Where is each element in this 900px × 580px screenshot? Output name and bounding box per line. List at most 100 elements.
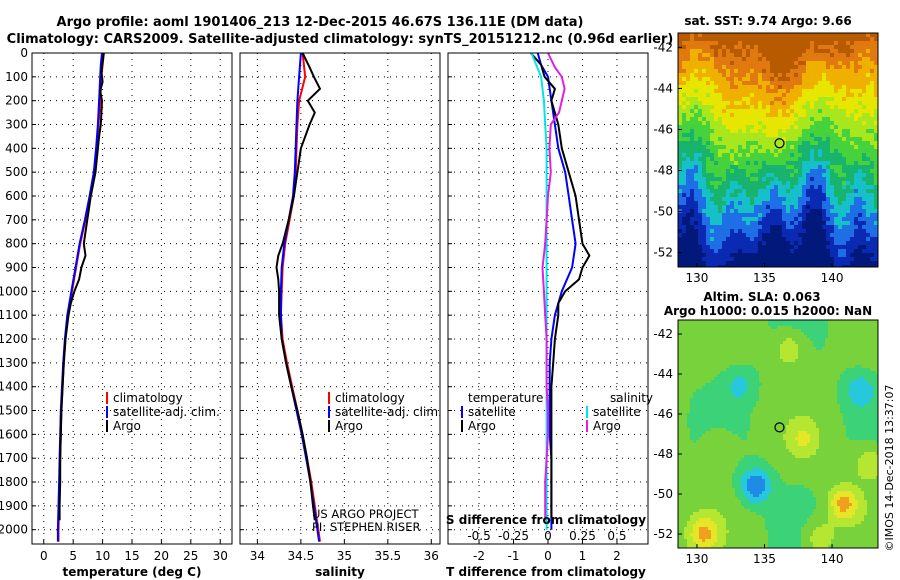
heatmap-cell [810,189,815,194]
heatmap-cell [770,217,775,222]
heatmap-cell [777,389,781,393]
heatmap-cell [754,261,759,266]
heatmap-cell [854,241,859,246]
heatmap-cell [718,85,723,90]
heatmap-cell [682,113,687,118]
heatmap-cell [754,221,759,226]
heatmap-cell [723,341,727,345]
heatmap-cell [794,153,799,158]
heatmap-cell [830,145,835,150]
heatmap-cell [842,129,847,134]
heatmap-cell [768,392,772,396]
heatmap-cell [834,368,838,372]
heatmap-cell [722,233,727,238]
heatmap-cell [738,356,742,360]
heatmap-cell [678,347,682,351]
heatmap-cell [774,221,779,226]
sst-map-title: sat. SST: 9.74 Argo: 9.66 [684,14,851,28]
heatmap-cell [807,356,811,360]
heatmap-cell [682,229,687,234]
heatmap-cell [840,329,844,333]
heatmap-cell [828,350,832,354]
heatmap-cell [778,165,783,170]
heatmap-cell [852,326,856,330]
heatmap-cell [866,173,871,178]
heatmap-cell [702,353,706,357]
heatmap-cell [867,389,871,393]
heatmap-cell [838,125,843,130]
heatmap-cell [790,161,795,166]
heatmap-cell [810,65,815,70]
heatmap-cell [786,344,790,348]
heatmap-cell [804,335,808,339]
heatmap-cell [816,341,820,345]
heatmap-cell [698,265,703,267]
heatmap-cell [722,85,727,90]
heatmap-cell [801,359,805,363]
heatmap-cell [738,341,742,345]
heatmap-cell [702,209,707,214]
heatmap-cell [830,105,835,110]
heatmap-cell [742,37,747,42]
heatmap-cell [750,265,755,267]
heatmap-cell [782,209,787,214]
heatmap-cell [690,253,695,258]
heatmap-cell [834,329,838,333]
heatmap-cell [846,217,851,222]
heatmap-cell [858,392,862,396]
heatmap-cell [792,392,796,396]
heatmap-cell [866,169,871,174]
heatmap-cell [806,249,811,254]
heatmap-cell [876,347,878,351]
heatmap-cell [723,356,727,360]
heatmap-cell [690,149,695,154]
heatmap-cell [802,193,807,198]
heatmap-cell [758,177,763,182]
heatmap-cell [726,377,730,381]
heatmap-cell [687,356,691,360]
heatmap-cell [750,359,754,363]
heatmap-cell [842,225,847,230]
heatmap-cell [708,347,712,351]
heatmap-cell [696,383,700,387]
heatmap-cell [710,109,715,114]
legend-label-argo: Argo [335,419,363,433]
heatmap-cell [771,320,775,324]
heatmap-cell [849,344,853,348]
heatmap-cell [822,347,826,351]
heatmap-cell [729,338,733,342]
heatmap-cell [723,368,727,372]
heatmap-cell [806,37,811,42]
heatmap-cell [870,193,875,198]
heatmap-cell [706,125,711,130]
heatmap-cell [766,261,771,266]
heatmap-cell [789,374,793,378]
heatmap-cell [852,368,856,372]
heatmap-cell [738,377,742,381]
heatmap-cell [710,33,715,38]
heatmap-cell [762,181,767,186]
heatmap-cell [782,37,787,42]
credit-pi: PI: STEPHEN RISER [312,520,421,534]
heatmap-cell [702,137,707,142]
heatmap-cell [802,237,807,242]
heatmap-cell [694,161,699,166]
heatmap-cell [867,386,871,390]
heatmap-cell [690,201,695,206]
heatmap-cell [768,395,772,399]
heatmap-cell [822,69,827,74]
heatmap-cell [730,149,735,154]
heatmap-cell [790,197,795,202]
heatmap-cell [794,189,799,194]
heatmap-cell [838,177,843,182]
heatmap-cell [874,49,878,54]
heatmap-cell [830,149,835,154]
heatmap-cell [834,350,838,354]
heatmap-cell [754,213,759,218]
heatmap-cell [810,362,814,366]
heatmap-cell [842,193,847,198]
heatmap-cell [730,61,735,66]
heatmap-cell [850,97,855,102]
heatmap-cell [858,374,862,378]
heatmap-cell [726,365,730,369]
